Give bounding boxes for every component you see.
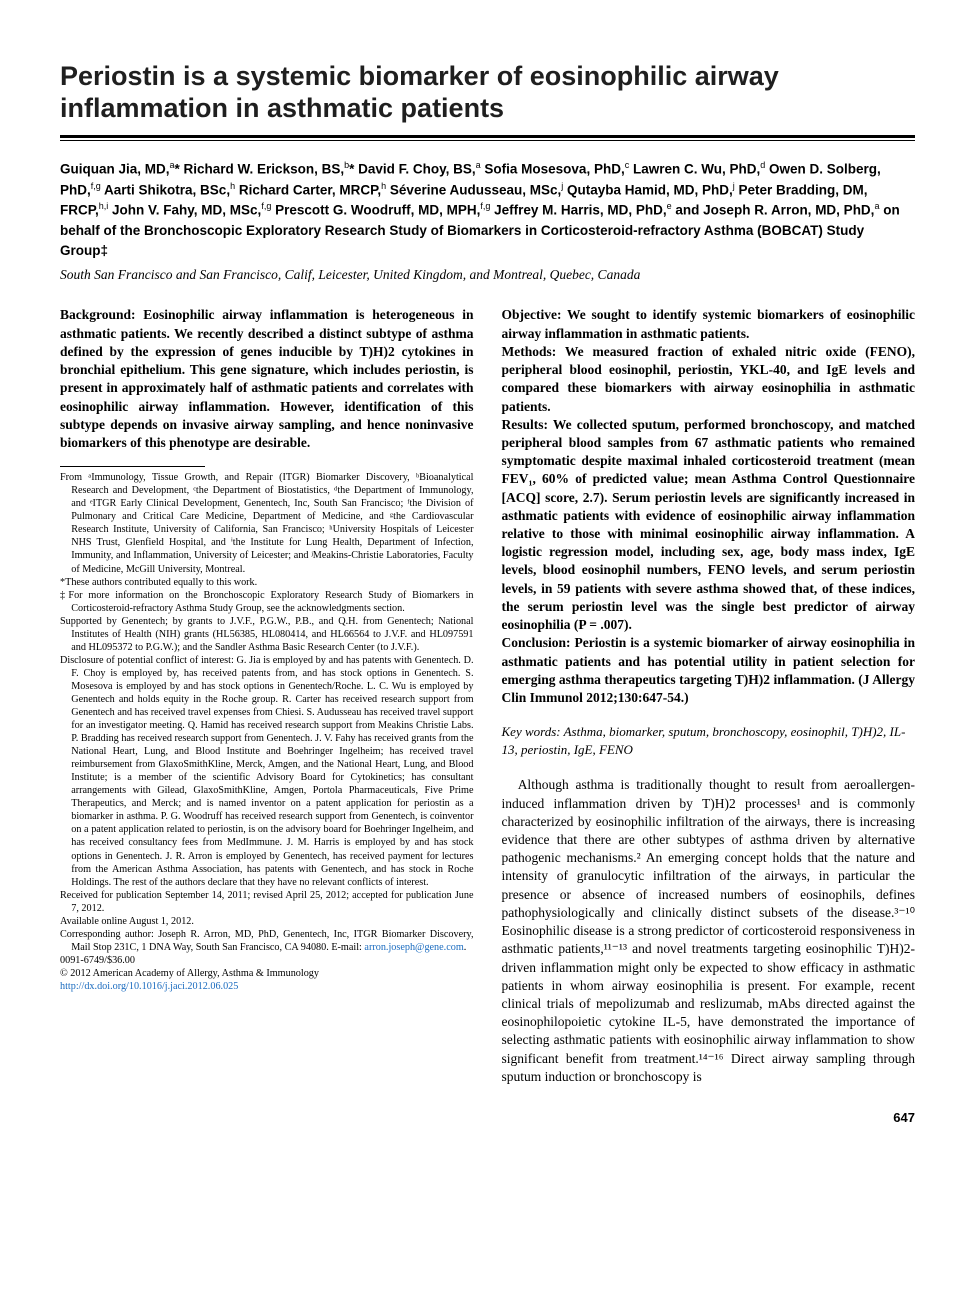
footnote-rule xyxy=(60,466,205,467)
footnote-issn: 0091-6749/$36.00 xyxy=(60,954,474,967)
title-rule xyxy=(60,135,915,138)
title-rule-thin xyxy=(60,140,915,141)
footnote-affiliations: From ᵃImmunology, Tissue Growth, and Rep… xyxy=(60,471,474,575)
authors-list: Guiquan Jia, MD,a* Richard W. Erickson, … xyxy=(60,159,915,262)
abstract-conclusion: Conclusion: Periostin is a systemic biom… xyxy=(502,634,916,707)
email-link[interactable]: arron.joseph@gene.com xyxy=(364,942,463,953)
doi-link[interactable]: http://dx.doi.org/10.1016/j.jaci.2012.06… xyxy=(60,981,238,992)
footnote-corresponding: Corresponding author: Joseph R. Arron, M… xyxy=(60,928,474,954)
abstract-objective: Objective: We sought to identify systemi… xyxy=(502,306,916,342)
right-column: Objective: We sought to identify systemi… xyxy=(502,306,916,1086)
footnote-disclosure: Disclosure of potential conflict of inte… xyxy=(60,654,474,889)
footnote-copyright: © 2012 American Academy of Allergy, Asth… xyxy=(60,967,474,980)
abstract-methods: Methods: We measured fraction of exhaled… xyxy=(502,343,916,416)
footnote-equal-contrib: *These authors contributed equally to th… xyxy=(60,576,474,589)
abstract-background: Background: Eosinophilic airway inflamma… xyxy=(60,306,474,452)
two-column-layout: Background: Eosinophilic airway inflamma… xyxy=(60,306,915,1086)
abstract-results: Results: We collected sputum, performed … xyxy=(502,416,916,635)
footnote-study-group: ‡For more information on the Bronchoscop… xyxy=(60,589,474,615)
left-column: Background: Eosinophilic airway inflamma… xyxy=(60,306,474,1086)
footnote-doi: http://dx.doi.org/10.1016/j.jaci.2012.06… xyxy=(60,980,474,993)
keywords: Key words: Asthma, biomarker, sputum, br… xyxy=(502,723,916,758)
footnote-received: Received for publication September 14, 2… xyxy=(60,889,474,915)
footnote-available: Available online August 1, 2012. xyxy=(60,915,474,928)
article-title: Periostin is a systemic biomarker of eos… xyxy=(60,60,915,125)
footnote-funding: Supported by Genentech; by grants to J.V… xyxy=(60,615,474,654)
author-locations: South San Francisco and San Francisco, C… xyxy=(60,266,915,285)
body-paragraph: Although asthma is traditionally thought… xyxy=(502,776,916,1086)
page-number: 647 xyxy=(60,1110,915,1125)
